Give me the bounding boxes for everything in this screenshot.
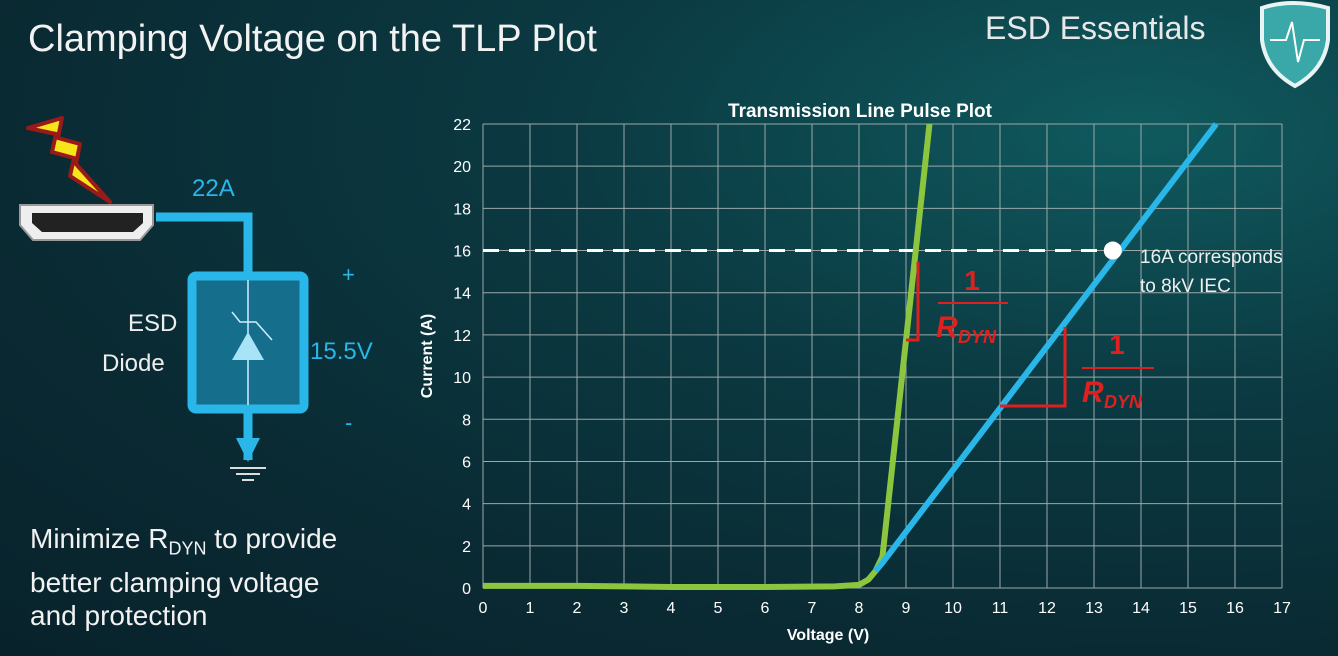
x-tick-label: 12: [1038, 600, 1056, 617]
point-label-1: 16A corresponds: [1140, 247, 1283, 268]
rdyn-sub: DYN: [958, 327, 997, 347]
y-tick-label: 20: [453, 159, 471, 176]
esd-circuit-diagram: [19, 116, 309, 481]
y-tick-label: 6: [462, 454, 471, 471]
y-tick-label: 16: [453, 244, 471, 261]
rdyn-r: R: [1082, 376, 1104, 409]
y-tick-label: 18: [453, 201, 471, 218]
x-tick-label: 17: [1273, 600, 1291, 617]
caption-sub: DYN: [168, 538, 207, 559]
y-tick-label: 0: [462, 581, 471, 598]
x-tick-label: 7: [808, 600, 817, 617]
x-tick-label: 11: [992, 600, 1009, 617]
x-tick-label: 13: [1085, 600, 1103, 617]
diode-label: Diode: [102, 350, 165, 377]
point-label-2: to 8kV IEC: [1140, 276, 1231, 297]
voltage-label: 15.5V: [310, 338, 373, 365]
y-tick-label: 2: [462, 539, 471, 556]
hdmi-port-icon: [19, 204, 154, 241]
current-label: 22A: [192, 175, 235, 202]
shield-logo-icon: [1260, 1, 1330, 89]
rdyn-sub: DYN: [1104, 392, 1143, 412]
bottom-caption: Minimize RDYN to provide better clamping…: [30, 522, 337, 632]
x-tick-label: 16: [1226, 600, 1244, 617]
y-tick-label: 14: [453, 286, 471, 303]
plus-sign: +: [342, 262, 355, 287]
rdyn-r: R: [936, 311, 958, 344]
caption-line-3: and protection: [30, 599, 208, 631]
marker-16a: [1103, 241, 1122, 260]
x-tick-label: 8: [855, 600, 864, 617]
rdyn-num: 1: [964, 265, 980, 296]
esd-label: ESD: [128, 310, 178, 337]
series-line-green: [483, 123, 933, 590]
y-tick-label: 4: [462, 497, 471, 514]
brand-name: ESD Essentials: [985, 10, 1206, 46]
y-tick-label: 12: [453, 328, 471, 345]
x-tick-label: 14: [1132, 600, 1150, 617]
y-tick-label: 8: [462, 412, 471, 429]
chart-title: Transmission Line Pulse Plot: [728, 101, 993, 122]
x-tick-label: 5: [714, 600, 723, 617]
lightning-icon: [26, 116, 112, 204]
series-line-blue: [873, 122, 1219, 574]
x-tick-label: 3: [620, 600, 629, 617]
x-tick-label: 6: [761, 600, 770, 617]
y-axis-label: Current (A): [419, 314, 436, 398]
caption-text: Minimize R: [30, 523, 169, 554]
x-tick-label: 1: [526, 600, 535, 617]
x-axis-label: Voltage (V): [787, 627, 869, 644]
slide-title: Clamping Voltage on the TLP Plot: [28, 18, 597, 60]
rdyn-annotation-blue: [1000, 327, 1067, 408]
caption-text: to provide: [206, 523, 338, 554]
y-tick-label: 22: [453, 117, 471, 134]
x-tick-label: 2: [573, 600, 582, 617]
x-tick-label: 9: [902, 600, 911, 617]
minus-sign: -: [345, 410, 353, 435]
y-tick-label: 10: [453, 370, 471, 387]
x-tick-label: 15: [1179, 600, 1197, 617]
x-tick-label: 10: [944, 600, 962, 617]
caption-line-2: better clamping voltage: [30, 566, 320, 598]
rdyn-num: 1: [1109, 329, 1125, 360]
x-tick-label: 0: [479, 600, 488, 617]
rdyn-annotation-green: [906, 262, 920, 342]
x-tick-label: 4: [667, 600, 676, 617]
